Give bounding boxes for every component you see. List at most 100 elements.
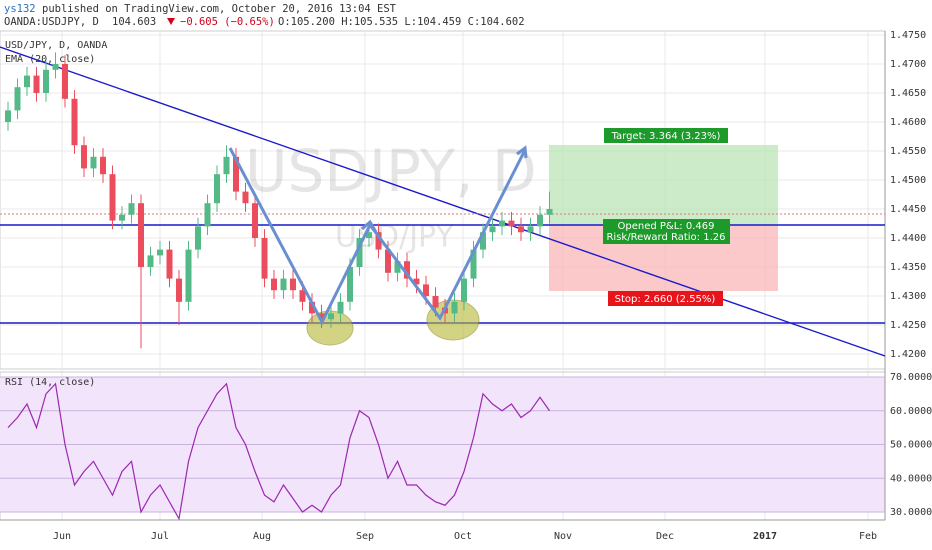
price-tick-label: 1.4350 xyxy=(890,262,926,273)
candle-body xyxy=(138,203,144,267)
candles xyxy=(5,52,553,349)
candle-body xyxy=(5,110,11,122)
time-label: Dec xyxy=(656,531,674,542)
candle-body xyxy=(432,296,439,308)
candle-body xyxy=(451,301,458,314)
candle-body xyxy=(14,87,21,111)
down-arrow xyxy=(167,18,175,25)
price-tick-label: 1.4450 xyxy=(890,204,926,215)
candle-body xyxy=(480,232,486,250)
candle-body xyxy=(81,145,87,169)
symbol-legend: USD/JPY, D, OANDA xyxy=(5,40,107,51)
candle-body xyxy=(71,98,78,146)
time-label: Jun xyxy=(53,531,71,542)
target-label-bg xyxy=(604,128,728,143)
candle-body xyxy=(356,238,363,267)
candle-body xyxy=(52,64,59,70)
candle-body xyxy=(261,238,268,279)
candle-body xyxy=(347,267,353,302)
time-label: Oct xyxy=(454,531,472,542)
price-tick-label: 1.4200 xyxy=(890,349,926,360)
candle-body xyxy=(404,261,410,279)
candle-body xyxy=(537,214,543,227)
candle-body xyxy=(109,174,116,221)
author[interactable]: ys132 xyxy=(4,3,36,15)
candle-body xyxy=(204,203,211,227)
candle-body xyxy=(394,261,401,273)
price-tick-label: 1.4550 xyxy=(890,146,926,157)
candle-body xyxy=(100,156,106,175)
price-tick-label: 1.4400 xyxy=(890,233,926,244)
candle-body xyxy=(185,249,192,302)
ema-legend: EMA (20, close) xyxy=(5,54,95,65)
candle-body xyxy=(62,64,68,99)
candle-body xyxy=(461,278,467,302)
candle-body xyxy=(470,249,477,279)
candle-body xyxy=(518,226,524,233)
price-tick-label: 1.4700 xyxy=(890,59,926,70)
target-zone xyxy=(549,145,778,225)
ohlc: O:105.200 H:105.535 L:104.459 C:104.602 xyxy=(278,16,525,28)
candle-body xyxy=(328,313,334,320)
candle-body xyxy=(252,203,258,238)
time-label: Sep xyxy=(356,531,374,542)
candle-body xyxy=(147,255,154,267)
candle-body xyxy=(223,156,230,175)
rsi-legend: RSI (14, close) xyxy=(5,377,95,388)
candle-body xyxy=(375,232,382,250)
candle-body xyxy=(43,69,49,93)
time-label: Aug xyxy=(253,531,271,542)
candle-body xyxy=(527,226,534,233)
watermark-symbol: USDJPY, D xyxy=(245,137,537,205)
price-tick-label: 1.4500 xyxy=(890,175,926,186)
candle-body xyxy=(489,226,496,233)
rsi-line xyxy=(7,382,550,521)
symbol: OANDA:USDJPY, D xyxy=(4,16,99,28)
rsi-tick-label: 50.0000 xyxy=(890,440,932,451)
candle-body xyxy=(499,220,505,227)
time-label: 2017 xyxy=(753,531,777,542)
stop-label-bg xyxy=(608,291,723,306)
arrow-heads xyxy=(361,145,528,233)
candle-body xyxy=(546,209,553,215)
pattern-arrows xyxy=(228,147,527,326)
bottom-2 xyxy=(426,299,480,341)
price-tick-label: 1.4750 xyxy=(890,30,926,41)
candle-body xyxy=(366,232,372,238)
candle-body xyxy=(128,203,135,215)
change: −0.605 (−0.65%) xyxy=(180,16,275,28)
price-tick-label: 1.4650 xyxy=(890,88,926,99)
pnl-label: Opened P&L: 0.469 xyxy=(618,221,715,232)
candle-body xyxy=(166,249,173,279)
time-label: Feb xyxy=(859,531,877,542)
candle-body xyxy=(242,191,249,204)
target-label: Target: 3.364 (3.23%) xyxy=(611,131,721,142)
price-tick-label: 1.4600 xyxy=(890,117,926,128)
trend-line xyxy=(0,46,886,357)
candle-body xyxy=(24,75,30,88)
candle-body xyxy=(413,278,420,285)
rsi-tick-label: 30.0000 xyxy=(890,507,932,518)
time-label: Jul xyxy=(151,531,169,542)
candle-body xyxy=(337,301,344,314)
candle-body xyxy=(33,75,40,93)
rsi-tick-label: 60.0000 xyxy=(890,406,932,417)
candle-body xyxy=(271,278,277,291)
published: published on TradingView.com, October 20… xyxy=(42,3,397,15)
candle-body xyxy=(299,290,306,302)
stop-label: Stop: 2.660 (2.55%) xyxy=(615,294,716,305)
pnl-label-bg xyxy=(603,219,730,244)
time-label: Nov xyxy=(554,531,572,542)
candle-body xyxy=(318,313,325,320)
rr-label: Risk/Reward Ratio: 1.26 xyxy=(606,232,725,243)
candle-body xyxy=(233,156,239,192)
candle-body xyxy=(195,226,201,250)
bottom-1 xyxy=(306,310,354,346)
price-tick-label: 1.4300 xyxy=(890,291,926,302)
candle-body xyxy=(385,249,391,273)
rsi-tick-label: 40.0000 xyxy=(890,473,932,484)
last-price: 104.603 xyxy=(112,16,156,28)
price-tick-label: 1.4250 xyxy=(890,320,926,331)
candle-body xyxy=(508,220,515,227)
